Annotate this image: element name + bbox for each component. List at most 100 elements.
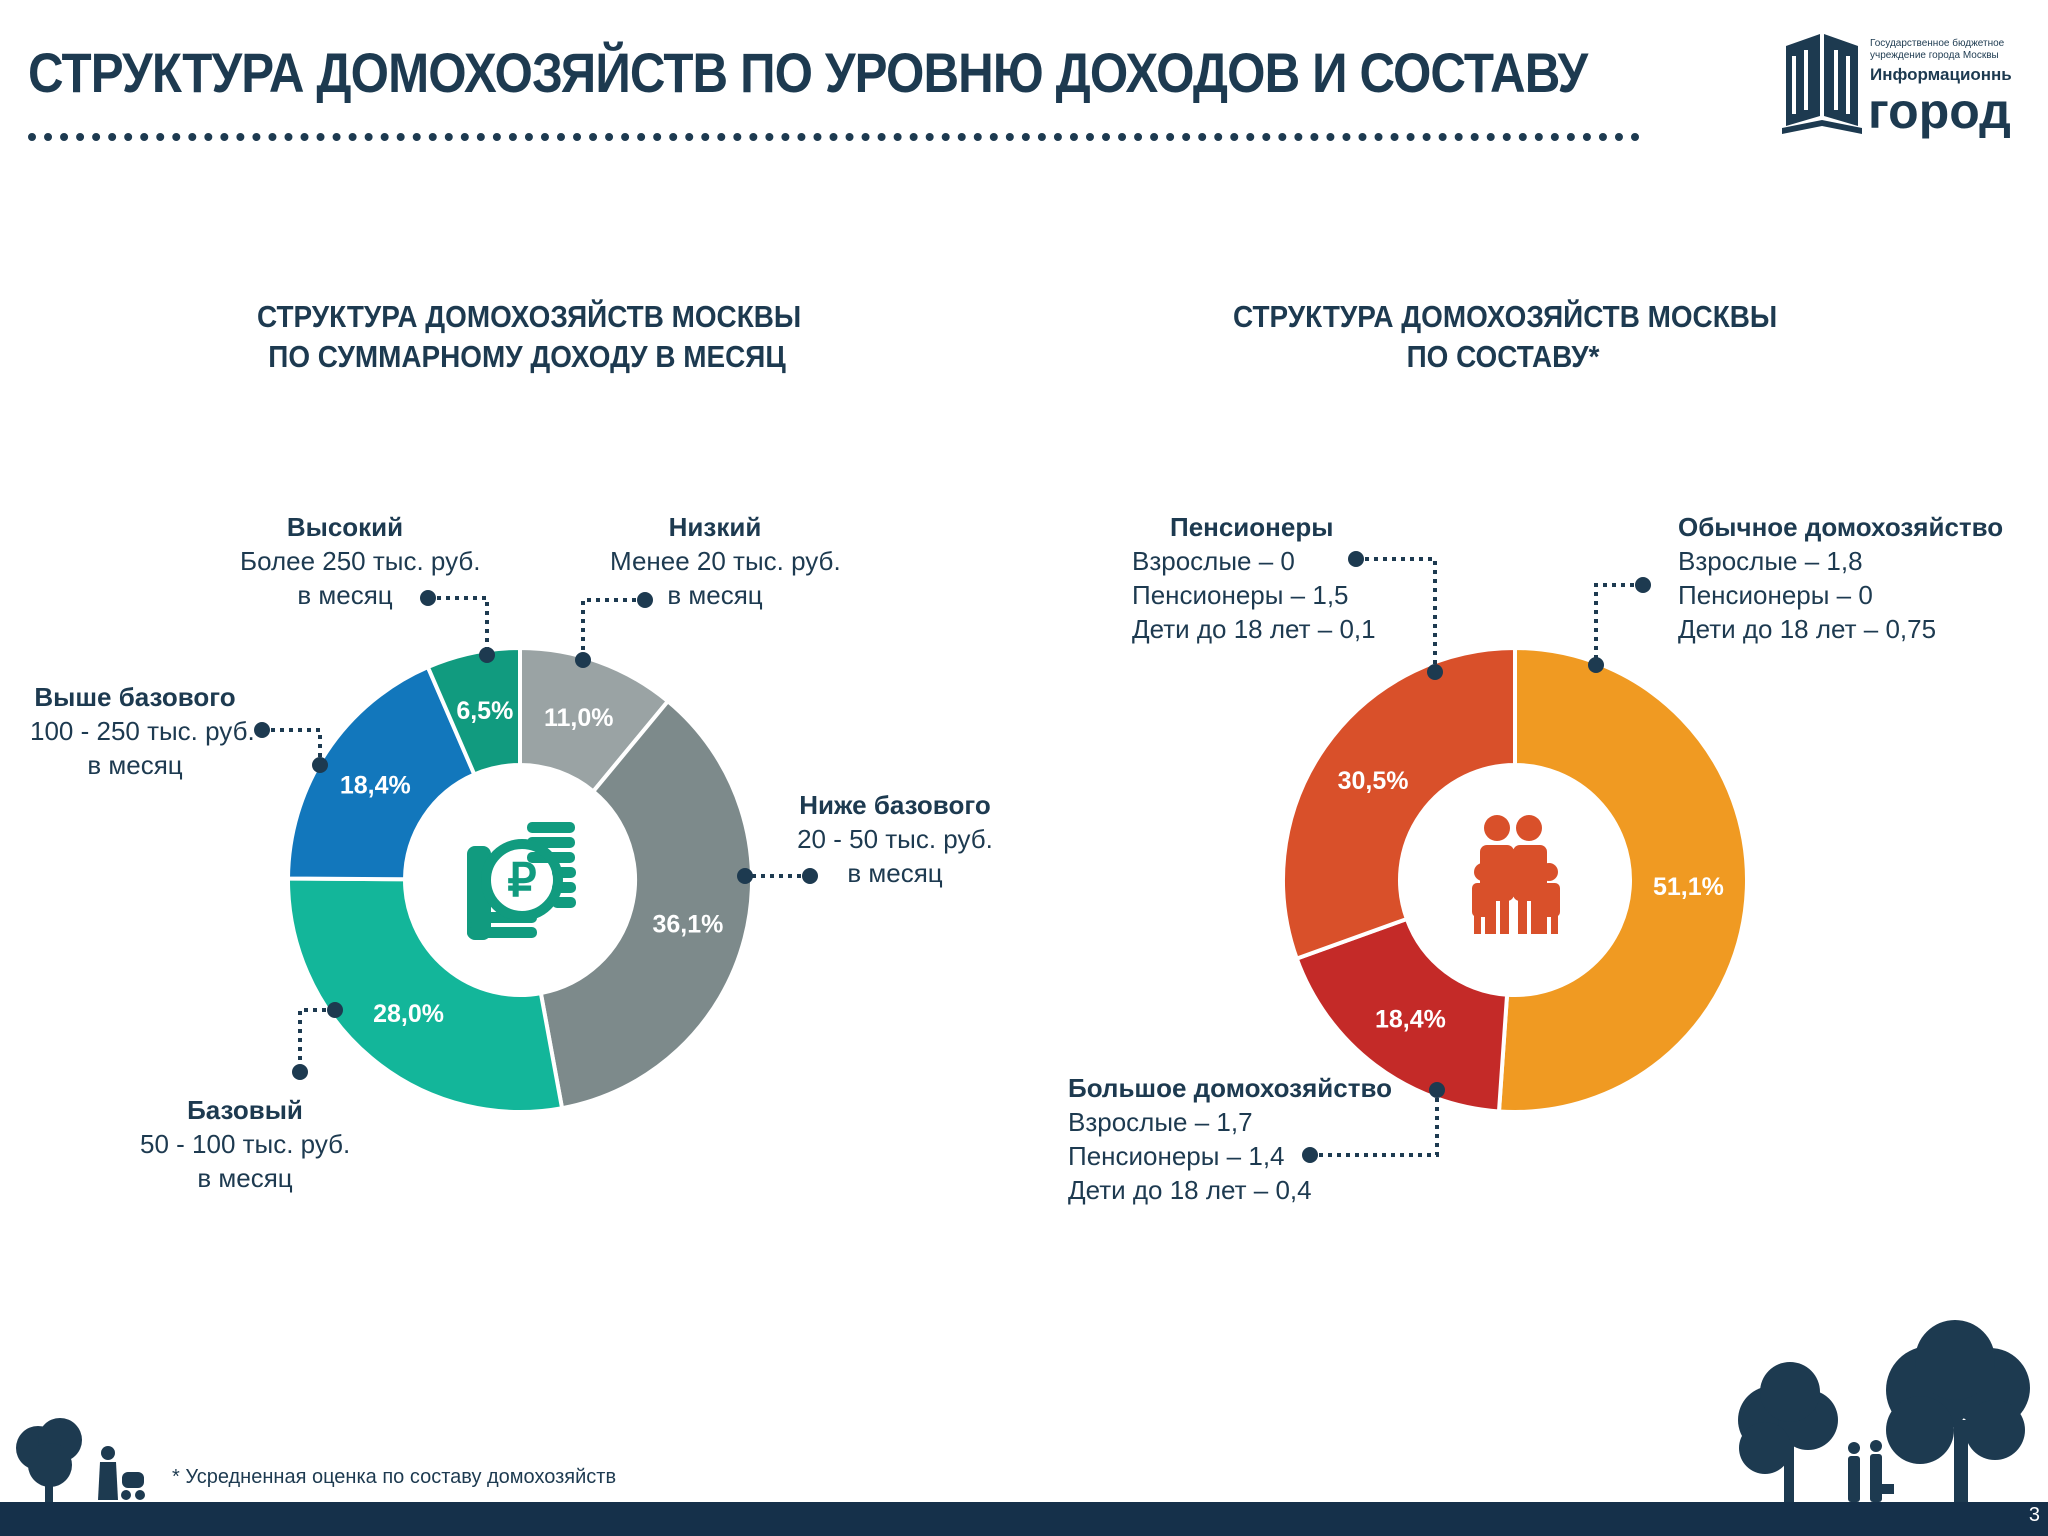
label-high-desc2: в месяц [297, 580, 393, 610]
leader-above-base-dot-1 [312, 757, 328, 773]
leader-regular-dot-1 [1588, 657, 1604, 673]
label-low-desc1: Менее 20 тыс. руб. [610, 546, 841, 576]
label-large-household-name: Большое домохозяйство [1068, 1073, 1392, 1103]
income-donut-chart [285, 645, 754, 1114]
leader-base-dot-0 [327, 1002, 343, 1018]
leader-regular-dot-0 [1635, 577, 1651, 593]
label-low: Низкий Менее 20 тыс. руб. в месяц [610, 510, 841, 612]
page-number: 3 [2028, 1504, 2040, 1526]
leader-above-base [262, 728, 322, 765]
family-icon [1472, 815, 1560, 934]
label-below-base-name: Ниже базового [799, 790, 991, 820]
value-label-below-base: 36,1% [652, 911, 723, 939]
label-pensioners-name: Пенсионеры [1170, 512, 1334, 542]
slice-below-base [538, 698, 754, 1111]
label-above-base-name: Выше базового [34, 682, 236, 712]
leader-pensioners-dot-1 [1427, 664, 1443, 680]
label-pensioners-desc1: Взрослые – 0 [1132, 546, 1295, 576]
label-base-desc2: в месяц [197, 1163, 293, 1193]
label-regular-household: Обычное домохозяйство Взрослые – 1,8 Пен… [1678, 510, 2003, 646]
leader-below-base-dot-0 [802, 868, 818, 884]
logo-name2: город [1868, 83, 2011, 139]
mother-with-stroller-icon [98, 1446, 145, 1500]
logo: Государственное бюджетное учреждение гор… [1782, 34, 2012, 139]
logo-line1: Государственное бюджетное [1870, 37, 2005, 49]
label-above-base-desc2: в месяц [87, 750, 183, 780]
chart2-title-line2: ПО СОСТАВУ* [1406, 339, 1600, 374]
slice-high [425, 645, 522, 778]
slice-pensioners [1281, 645, 1517, 962]
footnote: * Усредненная оценка по составу домохозя… [172, 1466, 617, 1488]
ruble-coins-icon: ₽ [467, 822, 576, 940]
label-base-desc1: 50 - 100 тыс. руб. [140, 1129, 351, 1159]
label-large-household-desc2: Пенсионеры – 1,4 [1068, 1141, 1285, 1171]
book-logo-icon [1782, 34, 1862, 134]
page-title: СТРУКТУРА ДОМОХОЗЯЙСТВ ПО УРОВНЮ ДОХОДОВ… [28, 41, 1588, 104]
logo-line2: учреждение города Москвы [1870, 50, 1999, 61]
slice-above-base [285, 664, 477, 882]
slice-regular [1496, 645, 1749, 1114]
leader-high-dot-0 [420, 590, 436, 606]
label-base-name: Базовый [187, 1095, 303, 1125]
chart1-title: СТРУКТУРА ДОМОХОЗЯЙСТВ МОСКВЫ ПО СУММАРН… [257, 297, 801, 377]
label-pensioners-desc2: Пенсионеры – 1,5 [1132, 580, 1349, 610]
composition-donut-chart [1281, 645, 1749, 1114]
chart2-title: СТРУКТУРА ДОМОХОЗЯЙСТВ МОСКВЫ ПО СОСТАВУ… [1233, 297, 1778, 377]
logo-name1: Информационный [1870, 65, 2012, 84]
label-large-household: Большое домохозяйство Взрослые – 1,7 Пен… [1068, 1071, 1392, 1207]
leader-regular [1594, 583, 1643, 665]
value-label-base: 28,0% [373, 1000, 444, 1028]
leader-high-dot-1 [479, 647, 495, 663]
svg-text:₽: ₽ [507, 854, 536, 906]
label-regular-household-desc2: Пенсионеры – 0 [1678, 580, 1873, 610]
label-below-base-desc2: в месяц [847, 858, 943, 888]
leader-large-dot-0 [1302, 1147, 1318, 1163]
label-large-household-desc3: Дети до 18 лет – 0,4 [1068, 1175, 1312, 1205]
value-label-pensioners: 30,5% [1338, 767, 1409, 795]
label-high-name: Высокий [286, 512, 404, 542]
leader-high [428, 596, 489, 655]
leader-low-dot-0 [637, 592, 653, 608]
value-label-regular: 51,1% [1653, 873, 1724, 901]
label-base: Базовый 50 - 100 тыс. руб. в месяц [140, 1093, 350, 1195]
label-low-desc2: в месяц [667, 580, 763, 610]
leader-low-dot-1 [575, 652, 591, 668]
label-below-base-desc1: 20 - 50 тыс. руб. [797, 824, 993, 854]
income-slice-labels: 11,0% 36,1% 28,0% 18,4% 6,5% [340, 697, 724, 1028]
label-pensioners-desc3: Дети до 18 лет – 0,1 [1132, 614, 1376, 644]
chart2-title-line1: СТРУКТУРА ДОМОХОЗЯЙСТВ МОСКВЫ [1233, 299, 1778, 334]
label-above-base: Выше базового 100 - 250 тыс. руб. в меся… [30, 680, 255, 782]
label-regular-household-name: Обычное домохозяйство [1678, 512, 2004, 542]
leader-base [298, 1008, 335, 1072]
leader-large-dot-1 [1429, 1082, 1445, 1098]
leader-pensioners-dot-0 [1348, 551, 1364, 567]
leader-below-base-dot-1 [737, 868, 753, 884]
leader-low [581, 598, 645, 660]
label-high: Высокий Более 250 тыс. руб. в месяц [240, 510, 481, 612]
label-regular-household-desc1: Взрослые – 1,8 [1678, 546, 1863, 576]
slice-base [286, 876, 565, 1114]
label-pensioners: Пенсионеры Взрослые – 0 Пенсионеры – 1,5… [1132, 510, 1376, 646]
tree-right-1-icon [1738, 1362, 1838, 1504]
tree-right-2-icon [1886, 1320, 2030, 1504]
label-low-name: Низкий [668, 512, 762, 542]
value-label-above-base: 18,4% [340, 771, 411, 799]
label-high-desc1: Более 250 тыс. руб. [240, 546, 481, 576]
tree-left-icon [16, 1418, 82, 1504]
people-meeting-icon [1848, 1440, 1894, 1502]
leader-large [1310, 1090, 1439, 1157]
leader-pensioners [1356, 557, 1437, 672]
slice-large [1294, 916, 1510, 1114]
label-large-household-desc1: Взрослые – 1,7 [1068, 1107, 1253, 1137]
footer-bar [0, 1502, 2048, 1536]
label-above-base-desc1: 100 - 250 тыс. руб. [30, 716, 255, 746]
leader-lines [254, 551, 1651, 1163]
value-label-low: 11,0% [544, 704, 614, 732]
composition-slice-labels: 51,1% 18,4% 30,5% [1338, 767, 1724, 1033]
label-below-base: Ниже базового 20 - 50 тыс. руб. в месяц [790, 788, 1000, 890]
leader-base-dot-1 [292, 1064, 308, 1080]
title-divider [28, 133, 1640, 141]
chart1-title-line2: ПО СУММАРНОМУ ДОХОДУ В МЕСЯЦ [268, 339, 786, 374]
value-label-high: 6,5% [456, 697, 513, 725]
